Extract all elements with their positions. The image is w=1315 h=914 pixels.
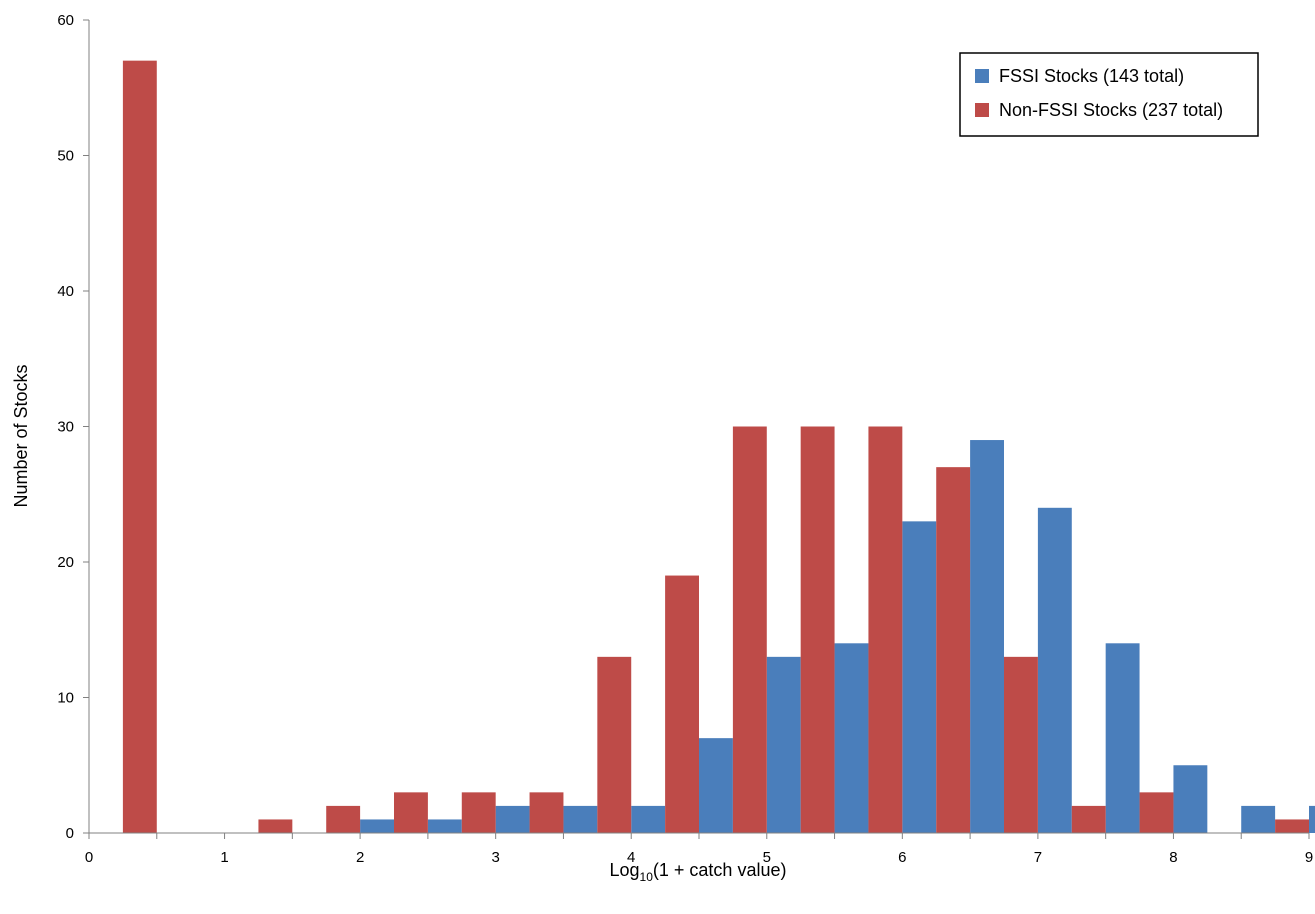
y-axis-ticks: 0 10 20 30 40 50 60: [57, 12, 89, 842]
fssi-bar: [631, 805, 666, 833]
fssi-bar: [563, 805, 598, 833]
fssi-bar: [1105, 643, 1140, 833]
x-tick-label: 9: [1305, 849, 1313, 866]
y-tick-label: 30: [57, 419, 74, 436]
x-tick-label: 3: [491, 849, 499, 866]
non-fssi-bar: [868, 426, 903, 833]
y-tick-label: 10: [57, 690, 74, 707]
non-fssi-bar: [394, 792, 428, 833]
fssi-bar: [360, 819, 394, 833]
non-fssi-bar: [800, 426, 835, 833]
fssi-bar: [495, 805, 530, 833]
x-tick-label: 8: [1169, 849, 1177, 866]
fssi-bar: [766, 656, 801, 833]
fssi-bar: [427, 819, 462, 833]
fssi-bar: [1241, 805, 1276, 833]
y-tick-label: 0: [66, 825, 74, 842]
x-axis-ticks: 0 1 2 3 4 5 6 7 8 9: [85, 833, 1313, 866]
non-fssi-bar: [1004, 656, 1038, 833]
non-fssi-bar: [122, 60, 157, 833]
non-fssi-bar: [732, 426, 767, 833]
x-tick-label: 0: [85, 849, 93, 866]
y-tick-label: 20: [57, 554, 74, 571]
bars-group: [122, 60, 1315, 833]
non-fssi-bar: [936, 467, 971, 833]
legend-swatch-fssi: [975, 69, 989, 83]
x-tick-label: 4: [627, 849, 635, 866]
legend-label-non-fssi: Non-FSSI Stocks (237 total): [999, 100, 1223, 120]
x-axis-title-main: Log: [610, 860, 640, 880]
fssi-bar: [1173, 765, 1208, 833]
legend-box: [959, 52, 1259, 137]
non-fssi-bar: [529, 792, 564, 833]
legend: FSSI Stocks (143 total) Non-FSSI Stocks …: [959, 52, 1259, 137]
x-axis-title-rest: (1 + catch value): [653, 860, 787, 880]
non-fssi-bar: [1275, 819, 1309, 833]
fssi-bar: [902, 521, 937, 833]
non-fssi-bar: [597, 656, 632, 833]
y-tick-label: 40: [57, 283, 74, 300]
non-fssi-bar: [326, 805, 361, 833]
non-fssi-bar: [461, 792, 496, 833]
x-tick-label: 6: [898, 849, 906, 866]
x-axis-title-subscript: 10: [640, 870, 654, 884]
x-tick-label: 5: [763, 849, 771, 866]
fssi-bar: [1037, 507, 1072, 833]
fssi-bar: [1309, 805, 1315, 833]
fssi-bar: [699, 738, 733, 833]
legend-swatch-non-fssi: [975, 103, 989, 117]
y-tick-label: 60: [57, 12, 74, 29]
x-tick-label: 2: [356, 849, 364, 866]
y-tick-label: 50: [57, 148, 74, 165]
non-fssi-bar: [1139, 792, 1174, 833]
legend-label-fssi: FSSI Stocks (143 total): [999, 66, 1184, 86]
fssi-bar: [970, 440, 1004, 833]
x-tick-label: 1: [220, 849, 228, 866]
non-fssi-bar: [665, 575, 699, 833]
x-tick-label: 7: [1034, 849, 1042, 866]
fssi-bar: [834, 643, 869, 833]
non-fssi-bar: [258, 819, 293, 833]
x-axis-title: Log10(1 + catch value): [610, 860, 787, 884]
y-axis-title: Number of Stocks: [11, 364, 31, 507]
non-fssi-bar: [1071, 805, 1106, 833]
